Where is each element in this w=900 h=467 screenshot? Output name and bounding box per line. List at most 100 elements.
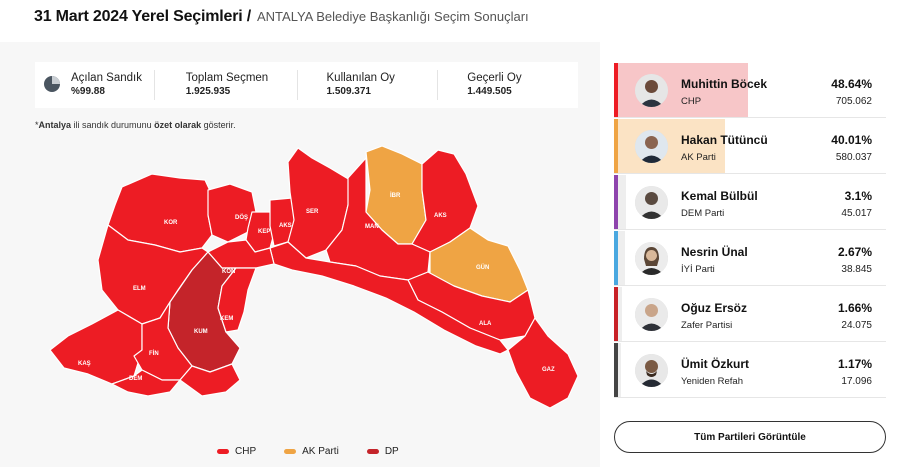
map-label-man: MAN	[365, 224, 379, 230]
candidate-card[interactable]: Kemal Bülbül DEM Parti 3.1% 45.017	[614, 175, 886, 230]
legend-swatch	[217, 449, 229, 454]
candidate-percent: 3.1%	[844, 189, 872, 203]
stat-value: 1.509.371	[326, 86, 372, 97]
candidate-card[interactable]: Muhittin Böcek CHP 48.64% 705.062	[614, 63, 886, 118]
candidate-avatar	[635, 186, 668, 219]
map-label-dem: DEM	[129, 376, 142, 382]
map-label-gaz: GAZ	[542, 367, 555, 373]
map-label-fin: FİN	[149, 350, 159, 357]
candidate-card[interactable]: Ümit Özkurt Yeniden Refah 1.17% 17.096	[614, 343, 886, 398]
candidate-percent: 48.64%	[831, 77, 872, 91]
vote-share-bar	[618, 287, 623, 341]
legend-item-dp: DP	[366, 446, 399, 457]
stat-valid-votes: Geçerli Oy 1.449.505	[437, 62, 578, 108]
candidate-votes: 24.075	[841, 320, 872, 331]
candidate-avatar	[635, 298, 668, 331]
map-label-kep: KEP	[258, 229, 270, 235]
candidate-party: Yeniden Refah	[681, 376, 743, 387]
legend-swatch	[284, 449, 297, 454]
district-kem[interactable]	[217, 267, 257, 333]
stat-label: Açılan Sandık	[71, 72, 142, 84]
stat-opened-boxes: Açılan Sandık %99.88	[35, 62, 154, 108]
candidate-party: CHP	[681, 96, 702, 107]
legend-item-akp: AK Parti	[284, 446, 339, 457]
district-coast[interactable]	[179, 363, 241, 397]
candidate-avatar	[635, 74, 668, 107]
candidate-party: Zafer Partisi	[681, 320, 733, 331]
candidate-votes: 580.037	[835, 152, 872, 163]
party-color-bar	[614, 63, 618, 117]
legend-label: DP	[384, 446, 399, 457]
map-label-kon: KON	[222, 269, 235, 275]
candidate-percent: 2.67%	[837, 245, 872, 259]
map-label-ser: SER	[306, 209, 319, 215]
stat-used-votes: Kullanılan Oy 1.509.371	[296, 62, 438, 108]
candidate-avatar	[635, 130, 668, 163]
candidate-card[interactable]: Oğuz Ersöz Zafer Partisi 1.66% 24.075	[614, 287, 886, 342]
stats-bar: Açılan Sandık %99.88 Toplam Seçmen 1.925…	[35, 62, 578, 108]
candidate-votes: 45.017	[841, 208, 872, 219]
stat-label: Geçerli Oy	[467, 72, 522, 84]
map-label-kem: KEM	[220, 316, 233, 322]
candidate-votes: 705.062	[835, 96, 872, 107]
candidate-name: Kemal Bülbül	[681, 189, 758, 203]
map-label-ibr: İBR	[390, 192, 401, 199]
summary-note: *Antalya ili sandık durumunu özet olarak…	[35, 120, 236, 130]
map-label-elm: ELM	[133, 286, 146, 292]
party-color-bar	[614, 175, 618, 229]
party-color-bar	[614, 231, 618, 285]
legend-swatch	[366, 449, 379, 454]
stat-value: 1.449.505	[467, 86, 512, 97]
stat-value: %99.88	[71, 86, 105, 97]
note-text-1: ili sandık durumunu	[71, 120, 155, 130]
candidate-percent: 40.01%	[831, 133, 872, 147]
candidate-name: Muhittin Böcek	[681, 77, 767, 91]
district-center[interactable]	[269, 241, 509, 355]
party-color-bar	[614, 287, 618, 341]
stat-label: Toplam Seçmen	[185, 72, 269, 84]
candidate-card[interactable]: Hakan Tütüncü AK Parti 40.01% 580.037	[614, 119, 886, 174]
map-label-ala: ALA	[479, 321, 492, 327]
candidate-party: DEM Parti	[681, 208, 725, 219]
page-title: 31 Mart 2024 Yerel Seçimleri /	[34, 8, 251, 25]
candidate-card[interactable]: Nesrin Ünal İYİ Parti 2.67% 38.845	[614, 231, 886, 286]
candidate-name: Nesrin Ünal	[681, 245, 748, 259]
candidate-votes: 38.845	[841, 264, 872, 275]
candidate-percent: 1.17%	[837, 357, 872, 371]
candidate-percent: 1.66%	[837, 301, 872, 315]
map-label-kum: KUM	[194, 329, 208, 335]
map-label-aks-east: AKS	[434, 213, 447, 219]
district-gaz[interactable]	[507, 317, 579, 409]
candidate-name: Ümit Özkurt	[681, 357, 750, 371]
map-label-gun: GÜN	[476, 264, 489, 271]
vote-share-bar	[618, 343, 622, 397]
map-label-aks-west: AKS	[279, 223, 292, 229]
candidate-name: Oğuz Ersöz	[681, 301, 748, 315]
candidate-votes: 17.096	[841, 376, 872, 387]
note-emphasis: özet olarak	[154, 120, 202, 130]
page-subtitle: ANTALYA Belediye Başkanlığı Seçim Sonuçl…	[256, 9, 529, 24]
page-header: 31 Mart 2024 Yerel Seçimleri / ANTALYA B…	[34, 8, 529, 30]
legend-label: AK Parti	[302, 446, 339, 457]
legend-item-chp: CHP	[217, 446, 256, 457]
vote-share-bar	[618, 231, 626, 285]
party-color-bar	[614, 343, 618, 397]
candidate-party: AK Parti	[681, 152, 716, 163]
stat-value: 1.925.935	[185, 86, 231, 97]
note-text-2: gösterir.	[201, 120, 236, 130]
vote-share-bar	[618, 175, 627, 229]
pie-chart-icon	[44, 76, 60, 92]
map-legend: CHP AK Parti DP	[217, 446, 427, 457]
map-label-dos: DÖŞ	[235, 214, 248, 221]
candidate-party: İYİ Parti	[681, 264, 715, 275]
map-label-kor: KOR	[164, 220, 178, 226]
note-city: Antalya	[38, 120, 72, 130]
legend-label: CHP	[235, 446, 257, 457]
stat-label: Kullanılan Oy	[326, 72, 395, 84]
candidate-avatar	[635, 354, 668, 387]
note-prefix: *	[35, 120, 39, 130]
party-color-bar	[614, 119, 618, 173]
candidate-avatar	[635, 242, 668, 275]
district-kas[interactable]	[49, 309, 143, 385]
view-all-parties-button[interactable]: Tüm Partileri Görüntüle	[614, 421, 886, 453]
